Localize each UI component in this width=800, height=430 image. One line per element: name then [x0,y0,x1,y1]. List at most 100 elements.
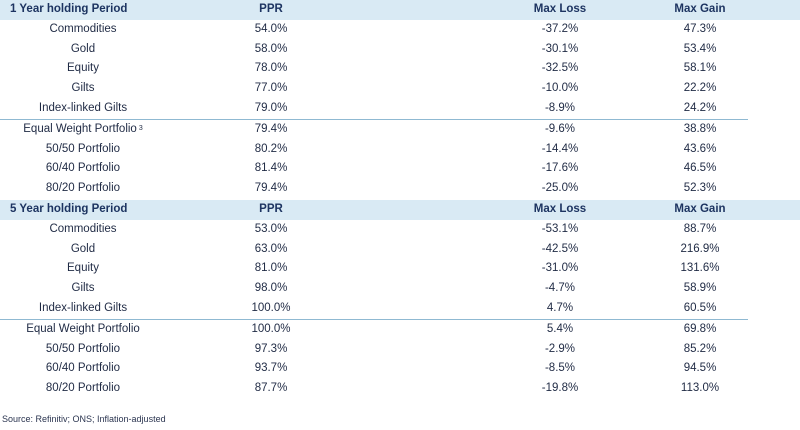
ppr-value: 78.0% [254,62,288,75]
table-row: 50/50 Portfolio 80.2% -14.4% 43.6% [0,140,800,160]
max-gain-value: 24.2% [683,101,717,114]
ppr-value: 97.3% [254,342,288,355]
table-row: 50/50 Portfolio 97.3% -2.9% 85.2% [0,340,800,360]
ppr-value: 77.0% [254,82,288,95]
max-gain-value: 60.5% [683,301,717,314]
max-gain-value: 38.8% [683,122,717,135]
table-row: 80/20 Portfolio 87.7% -19.8% 113.0% [0,379,800,399]
table-row: 60/40 Portfolio 81.4% -17.6% 46.5% [0,159,800,179]
max-gain-value: 216.9% [680,242,720,255]
max-gain-value: 52.3% [683,182,717,195]
table-row: Equal Weight Portfolio 3 79.4% -9.6% 38.8… [0,120,800,140]
row-label: 50/50 Portfolio [45,342,121,355]
max-gain-value: 46.5% [683,162,717,175]
max-loss-value: -42.5% [541,242,579,255]
section-title: 5 Year holding Period [10,202,128,215]
footnote-marker: 3 [138,124,143,132]
row-label: Gilts [71,82,95,95]
ppr-value: 79.0% [254,101,288,114]
max-gain-value: 43.6% [683,142,717,155]
table-row: Commodities 53.0% -53.1% 88.7% [0,220,800,240]
ppr-value: 100.0% [251,301,291,314]
ppr-value: 81.4% [254,162,288,175]
group-divider [0,118,748,120]
row-label: 60/40 Portfolio [45,162,121,175]
max-loss-value: -25.0% [541,182,579,195]
row-label: Equity [67,62,99,75]
table-row: Index-linked Gilts 79.0% -8.9% 24.2% [0,99,800,119]
column-header-max-loss: Max Loss [533,3,587,15]
max-gain-value: 88.7% [683,222,717,235]
max-loss-value: -4.7% [544,282,576,295]
max-loss-value: -19.8% [541,382,579,395]
ppr-value: 87.7% [254,382,288,395]
row-label: Gold [70,242,96,255]
column-header-max-loss: Max Loss [533,202,587,215]
row-label: 80/20 Portfolio [45,382,121,395]
ppr-value: 100.0% [251,322,291,335]
column-header-ppr: PPR [259,3,283,15]
max-gain-value: 58.1% [683,62,717,75]
max-loss-value: -2.9% [544,342,576,355]
row-label: 50/50 Portfolio [45,142,121,155]
table-row: Gold 58.0% -30.1% 53.4% [0,40,800,60]
row-label: Index-linked Gilts [38,301,128,314]
source-note: Source: Refinitiv; ONS; Inflation-adjust… [2,414,166,424]
max-gain-value: 69.8% [683,322,717,335]
table-row: Equity 81.0% -31.0% 131.6% [0,259,800,279]
table-row: Gilts 77.0% -10.0% 22.2% [0,79,800,99]
max-gain-value: 113.0% [680,382,720,395]
max-loss-value: -30.1% [541,42,579,55]
row-label: Gilts [71,282,95,295]
max-gain-value: 58.9% [683,282,717,295]
ppr-value: 79.4% [254,122,288,135]
max-loss-value: -14.4% [541,142,579,155]
section-header-1-year: 1 Year holding Period PPR Max Loss Max G… [0,0,800,20]
ppr-value: 80.2% [254,142,288,155]
ppr-value: 53.0% [254,222,288,235]
max-gain-value: 94.5% [683,362,717,375]
ppr-value: 98.0% [254,282,288,295]
ppr-value: 54.0% [254,22,288,35]
table-row: Gold 63.0% -42.5% 216.9% [0,240,800,260]
max-loss-value: -9.6% [544,122,576,135]
row-label: Gold [70,42,96,55]
max-gain-value: 131.6% [680,262,720,275]
table-row: 80/20 Portfolio 79.4% -25.0% 52.3% [0,179,800,199]
ppr-value: 79.4% [254,182,288,195]
max-loss-value: -32.5% [541,62,579,75]
holding-period-table: 1 Year holding Period PPR Max Loss Max G… [0,0,800,399]
table-row: Gilts 98.0% -4.7% 58.9% [0,279,800,299]
max-gain-value: 47.3% [683,22,717,35]
max-gain-value: 22.2% [683,82,717,95]
max-loss-value: -8.9% [544,101,576,114]
ppr-value: 63.0% [254,242,288,255]
max-loss-value: -53.1% [541,222,579,235]
max-loss-value: -17.6% [541,162,579,175]
max-loss-value: -10.0% [541,82,579,95]
table-row: Equity 78.0% -32.5% 58.1% [0,59,800,79]
max-gain-value: 53.4% [683,42,717,55]
max-gain-value: 85.2% [683,342,717,355]
max-loss-value: -37.2% [541,22,579,35]
group-divider [0,318,748,320]
row-label: 60/40 Portfolio [45,362,121,375]
max-loss-value: -31.0% [541,262,579,275]
row-label: Index-linked Gilts [38,101,128,114]
max-loss-value: 5.4% [546,322,574,335]
ppr-value: 93.7% [254,362,288,375]
ppr-value: 81.0% [254,262,288,275]
table-row: 60/40 Portfolio 93.7% -8.5% 94.5% [0,359,800,379]
table-row: Commodities 54.0% -37.2% 47.3% [0,20,800,40]
row-label: Equal Weight Portfolio [26,322,140,335]
table-row: Index-linked Gilts 100.0% 4.7% 60.5% [0,299,800,319]
row-label: Equity [67,262,99,275]
row-label: 80/20 Portfolio [45,182,121,195]
column-header-ppr: PPR [259,202,283,215]
column-header-max-gain: Max Gain [674,202,726,215]
row-label: Equal Weight Portfolio 3 [23,122,143,135]
row-label: Commodities [49,222,117,235]
row-label: Commodities [49,22,117,35]
section-header-5-year: 5 Year holding Period PPR Max Loss Max G… [0,199,800,220]
max-loss-value: -8.5% [544,362,576,375]
